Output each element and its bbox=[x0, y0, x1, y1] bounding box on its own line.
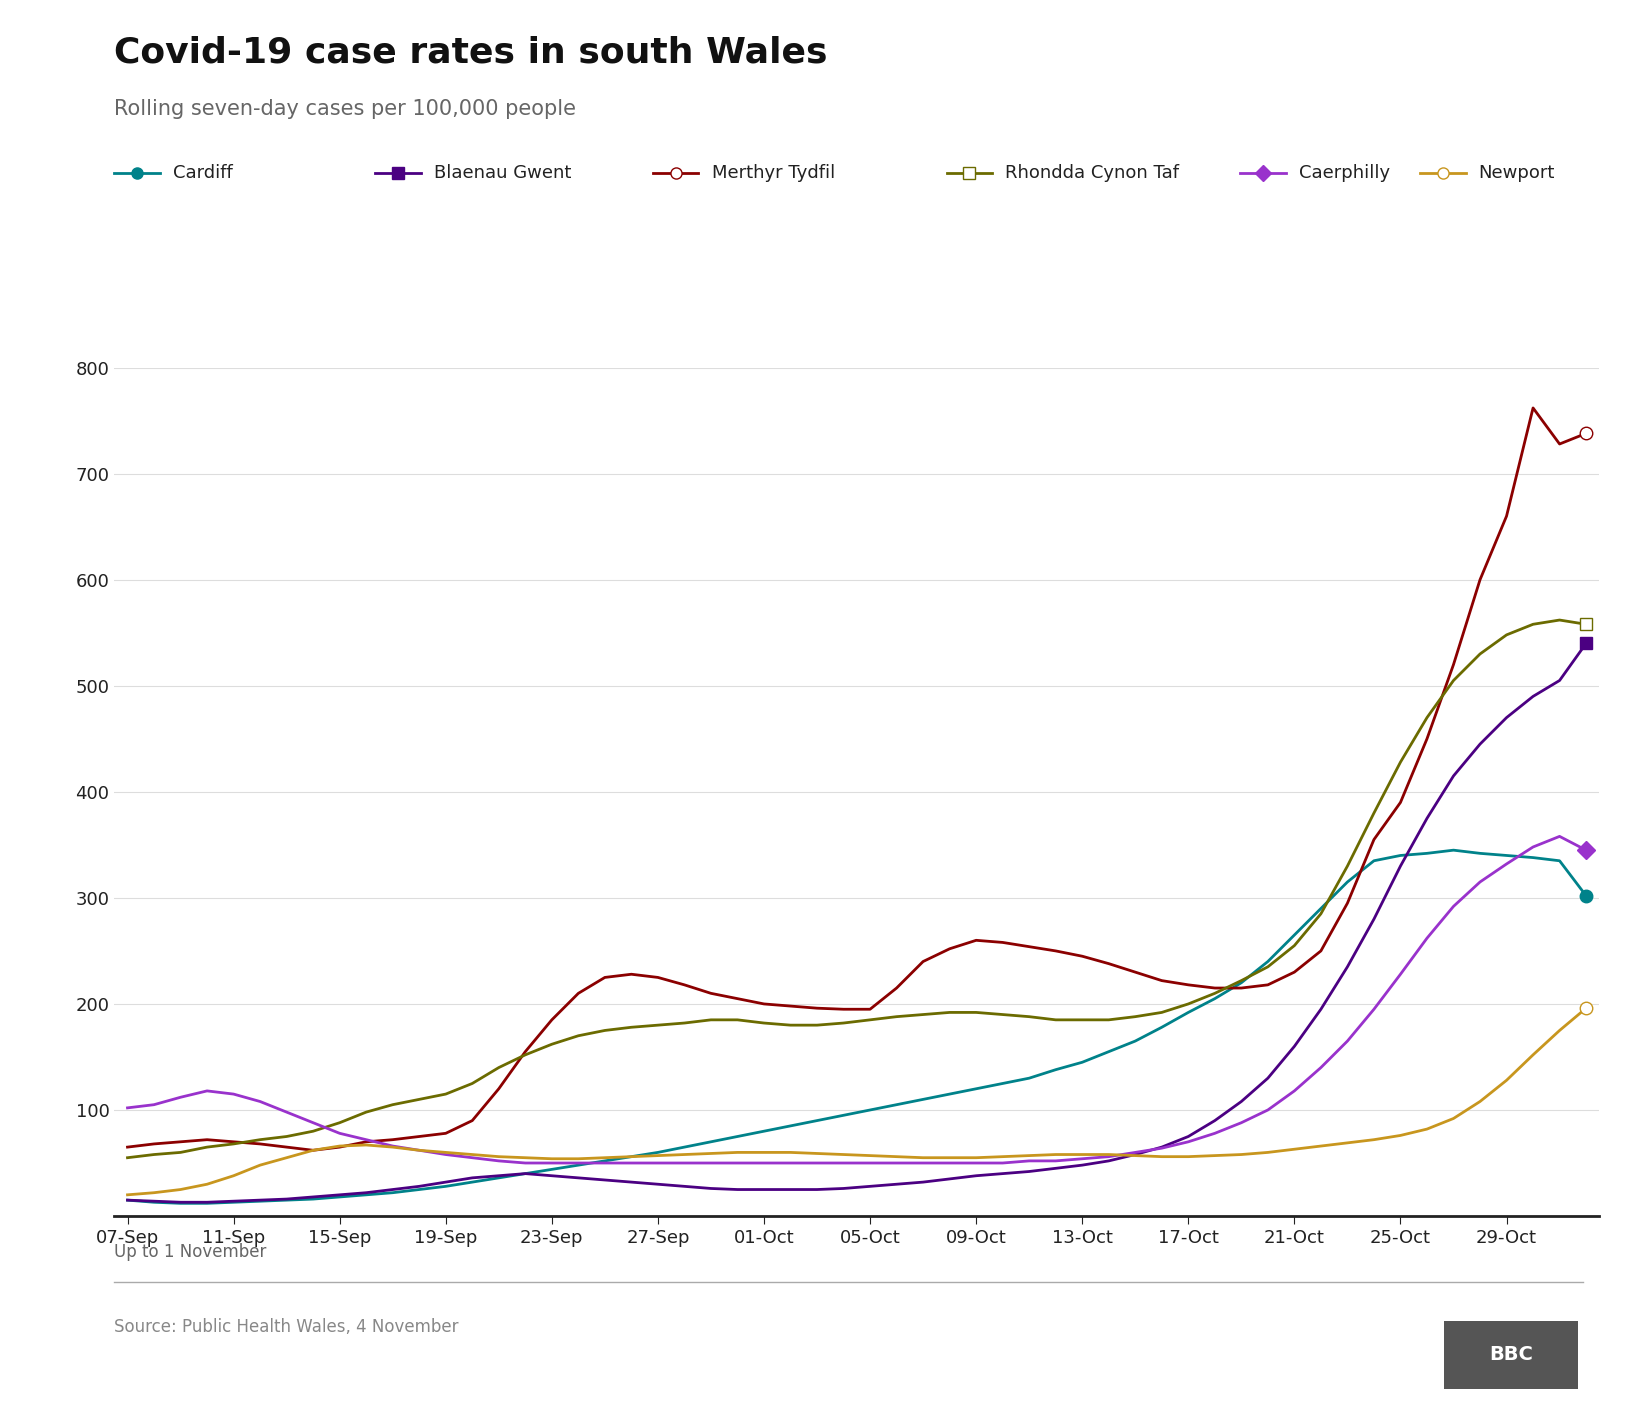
Text: Cardiff: Cardiff bbox=[173, 164, 233, 181]
Text: BBC: BBC bbox=[1490, 1345, 1532, 1365]
Text: Rolling seven-day cases per 100,000 people: Rolling seven-day cases per 100,000 peop… bbox=[114, 99, 576, 119]
Text: Blaenau Gwent: Blaenau Gwent bbox=[434, 164, 571, 181]
Text: Covid-19 case rates in south Wales: Covid-19 case rates in south Wales bbox=[114, 35, 827, 69]
Text: Source: Public Health Wales, 4 November: Source: Public Health Wales, 4 November bbox=[114, 1318, 459, 1336]
Text: Caerphilly: Caerphilly bbox=[1299, 164, 1390, 181]
Text: Rhondda Cynon Taf: Rhondda Cynon Taf bbox=[1005, 164, 1180, 181]
Text: Up to 1 November: Up to 1 November bbox=[114, 1243, 266, 1261]
Text: Merthyr Tydfil: Merthyr Tydfil bbox=[712, 164, 836, 181]
Text: Newport: Newport bbox=[1479, 164, 1555, 181]
